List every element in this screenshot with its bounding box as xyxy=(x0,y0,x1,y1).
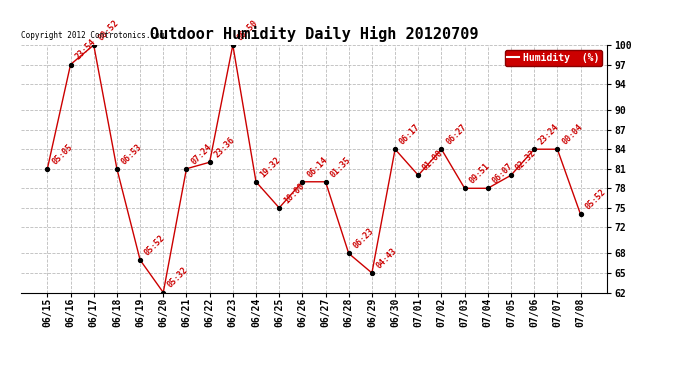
Point xyxy=(135,257,146,263)
Point xyxy=(575,211,586,217)
Point xyxy=(88,42,99,48)
Point xyxy=(204,159,215,165)
Text: 05:05: 05:05 xyxy=(50,142,75,166)
Point xyxy=(65,62,76,68)
Point xyxy=(459,185,470,191)
Point xyxy=(320,179,331,185)
Text: 05:32: 05:32 xyxy=(166,266,190,290)
Text: 06:17: 06:17 xyxy=(398,122,422,146)
Legend: Humidity  (%): Humidity (%) xyxy=(504,50,602,66)
Point xyxy=(390,146,401,152)
Text: Copyright 2012 Controtonics.com: Copyright 2012 Controtonics.com xyxy=(21,31,164,40)
Point xyxy=(506,172,517,178)
Point xyxy=(274,205,285,211)
Point xyxy=(436,146,447,152)
Text: 00:04: 00:04 xyxy=(560,122,584,146)
Text: 05:52: 05:52 xyxy=(583,188,607,211)
Text: 02:32: 02:32 xyxy=(514,148,538,172)
Text: 00:52: 00:52 xyxy=(97,18,121,42)
Text: 19:32: 19:32 xyxy=(259,155,283,179)
Text: 06:53: 06:53 xyxy=(119,142,144,166)
Text: 06:07: 06:07 xyxy=(491,162,515,186)
Text: 01:35: 01:35 xyxy=(328,155,353,179)
Point xyxy=(181,166,192,172)
Text: 23:36: 23:36 xyxy=(213,135,237,159)
Text: 09:51: 09:51 xyxy=(467,162,491,186)
Text: 06:23: 06:23 xyxy=(351,226,375,251)
Text: 23:24: 23:24 xyxy=(537,122,561,146)
Point xyxy=(250,179,262,185)
Text: 23:54: 23:54 xyxy=(73,38,97,62)
Point xyxy=(413,172,424,178)
Title: Outdoor Humidity Daily High 20120709: Outdoor Humidity Daily High 20120709 xyxy=(150,27,478,42)
Point xyxy=(529,146,540,152)
Text: 06:50: 06:50 xyxy=(235,18,259,42)
Text: 07:24: 07:24 xyxy=(189,142,213,166)
Text: 05:52: 05:52 xyxy=(143,233,167,257)
Text: 06:27: 06:27 xyxy=(444,122,469,146)
Point xyxy=(366,270,377,276)
Point xyxy=(42,166,53,172)
Text: 04:43: 04:43 xyxy=(375,246,399,270)
Point xyxy=(297,179,308,185)
Point xyxy=(552,146,563,152)
Text: 10:00: 10:00 xyxy=(282,181,306,205)
Text: 01:00: 01:00 xyxy=(421,148,445,172)
Point xyxy=(158,290,169,296)
Point xyxy=(343,251,354,257)
Point xyxy=(482,185,493,191)
Text: 06:14: 06:14 xyxy=(305,155,329,179)
Point xyxy=(111,166,122,172)
Point xyxy=(227,42,238,48)
